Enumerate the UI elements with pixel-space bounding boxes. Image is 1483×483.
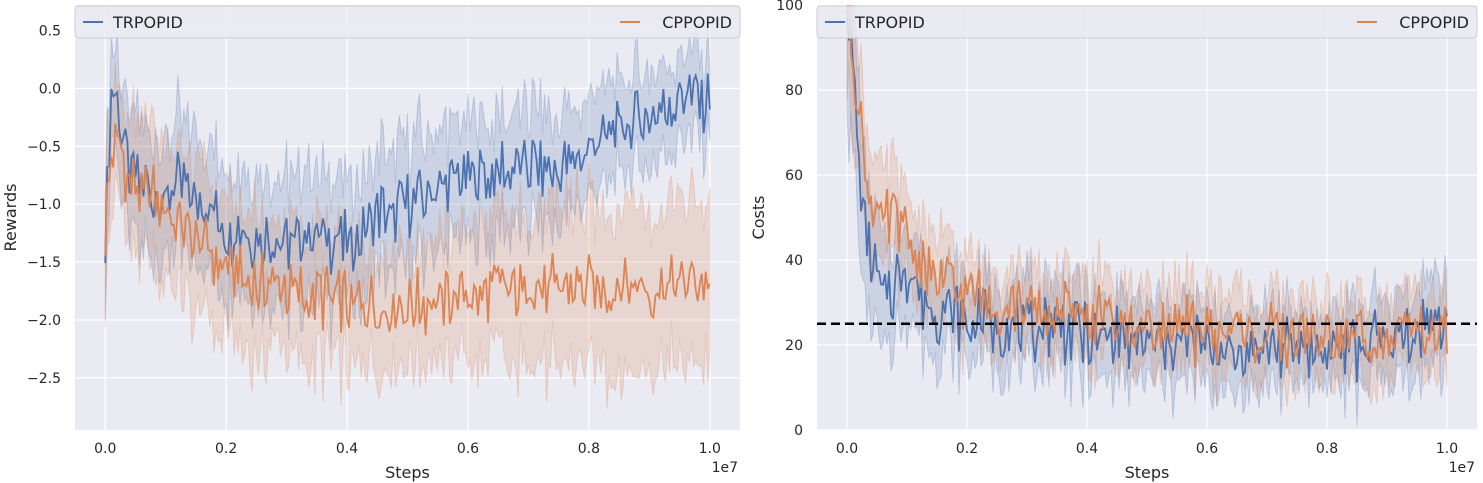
legend: TRPOPID CPPOPID xyxy=(816,5,1478,39)
y-tick-label: −1.5 xyxy=(27,255,61,271)
x-tick-label: 1.0 xyxy=(699,441,721,457)
x-tick-label: 0.2 xyxy=(956,441,978,457)
y-axis-label: Rewards xyxy=(1,184,20,252)
x-axis-label: Steps xyxy=(1125,463,1170,482)
legend-frame xyxy=(816,5,1478,39)
series-line-cppopid xyxy=(104,123,711,336)
y-tick-label: −2.0 xyxy=(27,313,61,329)
series-band-cppopid xyxy=(104,61,711,410)
series-band-cppopid xyxy=(846,5,1448,407)
y-tick-label: 0.0 xyxy=(39,81,61,97)
y-tick-label: −0.5 xyxy=(27,139,61,155)
legend-label-trpopid: TRPOPID xyxy=(112,13,183,32)
x-tick-label: 0.0 xyxy=(94,441,116,457)
y-axis-label: Costs xyxy=(749,196,768,240)
y-tick-label: −1.0 xyxy=(27,197,61,213)
plot-area xyxy=(104,23,711,410)
costs-panel: 0.0 0.2 0.4 0.6 0.8 1.0 0 20 40 60 80 100 1e7 Steps Co… xyxy=(749,0,1478,482)
plot-background xyxy=(817,5,1477,430)
legend-label-cppopid: CPPOPID xyxy=(1399,13,1469,32)
y-tick-label: 80 xyxy=(785,83,803,99)
x-offset-label: 1e7 xyxy=(1449,460,1475,476)
plot-area xyxy=(846,5,1448,426)
y-tick-label: 60 xyxy=(785,168,803,184)
x-tick-label: 0.8 xyxy=(1316,441,1338,457)
x-tick-label: 0.8 xyxy=(578,441,600,457)
legend: TRPOPID CPPOPID xyxy=(74,5,741,39)
y-tick-label: 0 xyxy=(794,423,803,439)
x-tick-label: 0.6 xyxy=(1196,441,1218,457)
y-tick-label: 0.5 xyxy=(39,23,61,39)
x-tick-label: 0.4 xyxy=(336,441,358,457)
y-tick-label: 40 xyxy=(785,253,803,269)
x-axis-label: Steps xyxy=(385,463,430,482)
legend-frame xyxy=(74,5,741,39)
y-tick-label: 100 xyxy=(776,0,803,14)
x-tick-label: 0.0 xyxy=(836,441,858,457)
x-tick-label: 1.0 xyxy=(1436,441,1458,457)
x-tick-label: 0.2 xyxy=(215,441,237,457)
x-tick-label: 0.6 xyxy=(457,441,479,457)
series-line-trpopid xyxy=(104,72,711,275)
rewards-panel: 0.0 0.2 0.4 0.6 0.8 1.0 −2.5 −2.0 −1.5 −1.0 −0.5 0.… xyxy=(1,5,741,482)
series-line-cppopid xyxy=(846,5,1448,369)
legend-label-cppopid: CPPOPID xyxy=(662,13,732,32)
y-tick-label: 20 xyxy=(785,338,803,354)
y-tick-label: −2.5 xyxy=(27,371,61,387)
x-tick-label: 0.4 xyxy=(1076,441,1098,457)
legend-label-trpopid: TRPOPID xyxy=(854,13,925,32)
x-offset-label: 1e7 xyxy=(712,460,738,476)
